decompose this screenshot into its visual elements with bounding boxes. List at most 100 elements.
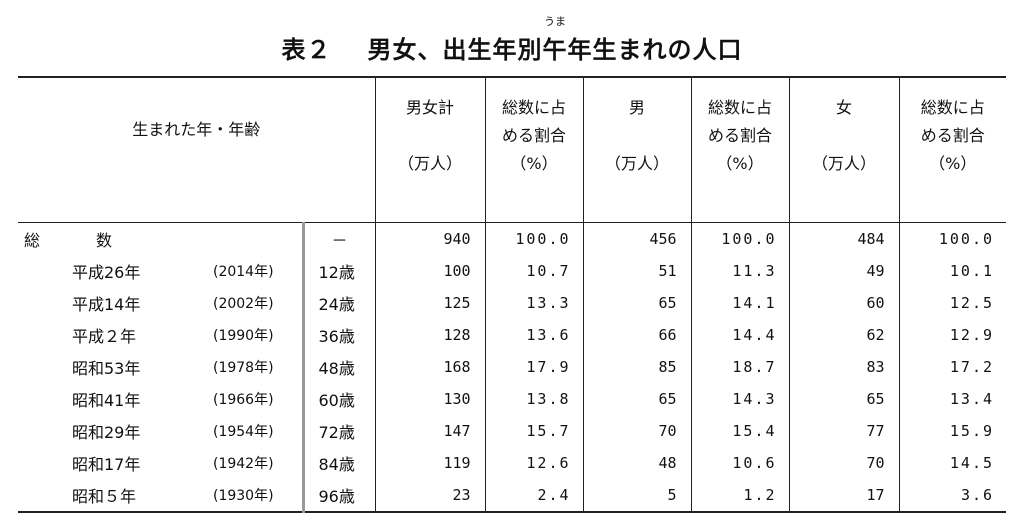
table-row: 昭和17年 (1942年) 84歳 119 12.6 48 10.6 70 14…	[18, 447, 1007, 479]
female-value: 77	[788, 415, 900, 447]
age: 36歳	[301, 319, 376, 351]
male-value: 48	[582, 447, 692, 479]
total-pct-value: 17.9	[484, 351, 584, 383]
total-row-age: －	[301, 222, 376, 255]
header-total-unit: （万人）	[398, 154, 463, 173]
header-male-pct-line2: める割合	[708, 126, 773, 145]
total-row-female-pct: 100.0	[898, 222, 1007, 255]
total-row-male: 456	[582, 222, 692, 255]
male-value: 51	[582, 255, 692, 287]
title-ruby: うま午	[542, 15, 568, 65]
header-male-pct-unit: （%）	[716, 154, 764, 173]
male-value: 70	[582, 415, 692, 447]
table-row: 平成26年 (2014年) 12歳 100 10.7 51 11.3 49 10…	[18, 255, 1007, 287]
header-total-pct: 総数に占 める割合 （%）	[484, 76, 584, 223]
title-text-before: 男女、出生年別	[367, 36, 543, 64]
header-male-unit: （万人）	[605, 154, 670, 173]
male-pct-value: 1.2	[690, 479, 790, 513]
total-pct-value: 13.3	[484, 287, 584, 319]
population-table: 生まれた年・年齢 男女計 （万人） 総数に占める割合 （%） 男 （万人） 総数に占め…	[18, 76, 1007, 513]
table-row: 昭和５年 (1930年) 96歳 23 2.4 5 1.2 17 3.6	[18, 479, 1007, 513]
total-value: 147	[374, 415, 486, 447]
total-value: 128	[374, 319, 486, 351]
header-female-pct-unit: （%）	[929, 154, 977, 173]
female-value: 17	[788, 479, 900, 513]
western-year: (1930年)	[193, 479, 303, 513]
female-pct-value: 12.9	[898, 319, 1007, 351]
western-year: (2002年)	[213, 296, 274, 312]
header-female-unit: （万人）	[812, 154, 877, 173]
header-female-pct-line2: める割合	[920, 126, 985, 145]
total-value: 100	[374, 255, 486, 287]
ruby-base: 午	[542, 36, 568, 64]
total-pct-value: 13.6	[484, 319, 584, 351]
male-pct-value: 10.6	[690, 447, 790, 479]
total-row-total: 940	[374, 222, 486, 255]
female-pct-value: 17.2	[898, 351, 1007, 383]
western-year: (1942年)	[213, 456, 274, 472]
male-pct-value: 18.7	[690, 351, 790, 383]
total-value: 119	[374, 447, 486, 479]
female-pct-value: 14.5	[898, 447, 1007, 479]
header-male: 男 （万人）	[582, 76, 692, 223]
table-number: 表２	[281, 36, 332, 64]
header-male-pct: 総数に占 める割合 （%）	[690, 76, 790, 223]
table-row: 昭和41年 (1966年) 60歳 130 13.8 65 14.3 65 13…	[18, 383, 1007, 415]
total-row-female: 484	[788, 222, 900, 255]
female-pct-value: 15.9	[898, 415, 1007, 447]
age: 60歳	[301, 383, 376, 415]
era-year: 昭和５年	[18, 479, 193, 513]
male-pct-value: 14.1	[690, 287, 790, 319]
male-pct-value: 11.3	[690, 255, 790, 287]
total-row-male-pct: 100.0	[690, 222, 790, 255]
table-row: 平成14年 (2002年) 24歳 125 13.3 65 14.1 60 12…	[18, 287, 1007, 319]
female-value: 49	[788, 255, 900, 287]
female-value: 83	[788, 351, 900, 383]
era-year: 昭和53年	[72, 359, 141, 378]
title-text-after: 年生まれの人口	[567, 36, 743, 64]
male-pct-value: 14.4	[690, 319, 790, 351]
header-total: 男女計 （万人）	[374, 76, 486, 223]
western-year: (1966年)	[213, 392, 274, 408]
female-pct-value: 12.5	[898, 287, 1007, 319]
table-row-total: 総数 － 940 100.0 456 100.0 484 100.0	[18, 222, 1007, 255]
female-value: 65	[788, 383, 900, 415]
male-value: 5	[582, 479, 692, 513]
age: 48歳	[301, 351, 376, 383]
age: 72歳	[301, 415, 376, 447]
female-value: 62	[788, 319, 900, 351]
era-year: 平成14年	[72, 295, 141, 314]
page-title: 表２ 男女、出生年別 うま午年生まれの人口	[0, 15, 1024, 65]
age: 24歳	[301, 287, 376, 319]
total-pct-value: 12.6	[484, 447, 584, 479]
male-value: 66	[582, 319, 692, 351]
western-year: (2014年)	[213, 264, 274, 280]
header-total-label: 男女計	[406, 98, 455, 117]
male-pct-value: 15.4	[690, 415, 790, 447]
header-total-pct-line1: 総数に占	[502, 98, 567, 117]
total-value: 130	[374, 383, 486, 415]
western-year: (1978年)	[213, 360, 274, 376]
age: 12歳	[301, 255, 376, 287]
female-pct-value: 3.6	[898, 479, 1007, 513]
male-value: 65	[582, 383, 692, 415]
header-birth-year-age-label: 生まれた年・年齢	[132, 120, 261, 139]
header-female: 女 （万人）	[788, 76, 900, 223]
ruby-reading: うま	[544, 15, 566, 28]
female-value: 60	[788, 287, 900, 319]
header-male-label: 男	[629, 98, 646, 117]
table-row: 昭和53年 (1978年) 48歳 168 17.9 85 18.7 83 17…	[18, 351, 1007, 383]
male-pct-value: 14.3	[690, 383, 790, 415]
age: 84歳	[301, 447, 376, 479]
header-female-pct-line1: 総数に占	[920, 98, 985, 117]
era-year: 昭和41年	[72, 391, 141, 410]
total-row-label: 総数	[18, 222, 303, 255]
total-pct-value: 2.4	[484, 479, 584, 513]
total-pct-value: 15.7	[484, 415, 584, 447]
era-year: 平成26年	[72, 263, 141, 282]
header-total-pct-line2: める割合	[502, 126, 567, 145]
age: 96歳	[301, 479, 376, 513]
total-value: 168	[374, 351, 486, 383]
table-row: 平成２年 (1990年) 36歳 128 13.6 66 14.4 62 12.…	[18, 319, 1007, 351]
era-year: 平成２年	[72, 327, 137, 346]
